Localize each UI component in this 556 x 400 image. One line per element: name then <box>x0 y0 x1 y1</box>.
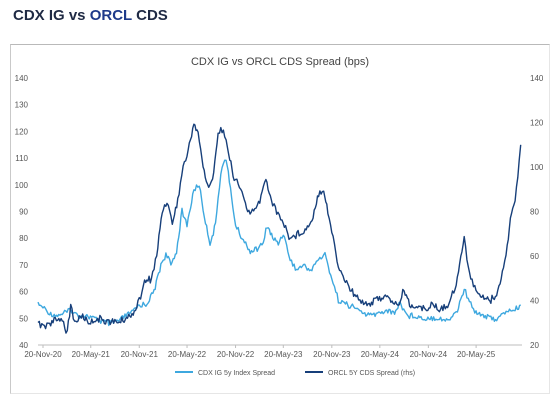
y-left-axis: 40 50 60 70 80 90 100 110 120 130 140 <box>15 74 29 350</box>
y-right-tick-label: 120 <box>530 119 544 128</box>
series-layer <box>37 123 522 334</box>
y-right-tick-label: 20 <box>530 341 539 350</box>
y-left-tick-label: 90 <box>19 208 28 217</box>
y-right-axis: 20 40 60 80 100 120 140 <box>530 74 544 350</box>
legend-label: ORCL 5Y CDS Spread (rhs) <box>328 370 415 377</box>
page-title-suffix: CDS <box>131 7 168 24</box>
x-tick-label: 20-Nov-23 <box>313 350 351 359</box>
x-axis: 20-Nov-20 20-May-21 20-Nov-21 20-May-22 20-N… <box>24 345 496 359</box>
y-left-tick-label: 120 <box>15 127 29 136</box>
y-left-tick-label: 100 <box>15 181 29 190</box>
x-tick-label: 20-May-22 <box>168 350 207 359</box>
y-left-tick-label: 40 <box>19 341 28 350</box>
y-left-tick-label: 70 <box>19 261 28 270</box>
series-line-cdx-ig <box>37 159 522 327</box>
x-tick-label: 20-Nov-21 <box>121 350 159 359</box>
x-tick-label: 20-Nov-24 <box>410 350 448 359</box>
series-line-orcl <box>37 123 522 334</box>
x-tick-label: 20-May-21 <box>72 350 111 359</box>
y-left-tick-label: 130 <box>15 101 29 110</box>
x-tick-label: 20-May-25 <box>457 350 496 359</box>
y-right-tick-label: 60 <box>530 252 539 261</box>
y-right-tick-label: 40 <box>530 297 539 306</box>
y-right-tick-label: 140 <box>530 74 544 83</box>
y-left-tick-label: 60 <box>19 288 28 297</box>
legend: CDX IG 5y Index Spread ORCL 5Y CDS Spread… <box>175 370 415 377</box>
y-left-tick-label: 50 <box>19 314 28 323</box>
y-left-tick-label: 80 <box>19 234 28 243</box>
x-tick-label: 20-Nov-20 <box>24 350 62 359</box>
chart-title: CDX IG vs ORCL CDS Spread (bps) <box>191 56 369 68</box>
y-left-tick-label: 110 <box>15 154 28 163</box>
page-title-accent: ORCL <box>89 7 132 24</box>
page-title: CDX IG vs ORCL CDS <box>13 7 168 24</box>
x-tick-label: 20-May-24 <box>361 350 400 359</box>
y-right-tick-label: 100 <box>530 163 544 172</box>
x-tick-label: 20-May-23 <box>264 350 303 359</box>
page-title-prefix: CDX IG vs <box>13 7 90 24</box>
y-right-tick-label: 80 <box>530 208 539 217</box>
x-tick-label: 20-Nov-22 <box>217 350 255 359</box>
legend-label: CDX IG 5y Index Spread <box>198 370 275 377</box>
y-left-tick-label: 140 <box>15 74 29 83</box>
